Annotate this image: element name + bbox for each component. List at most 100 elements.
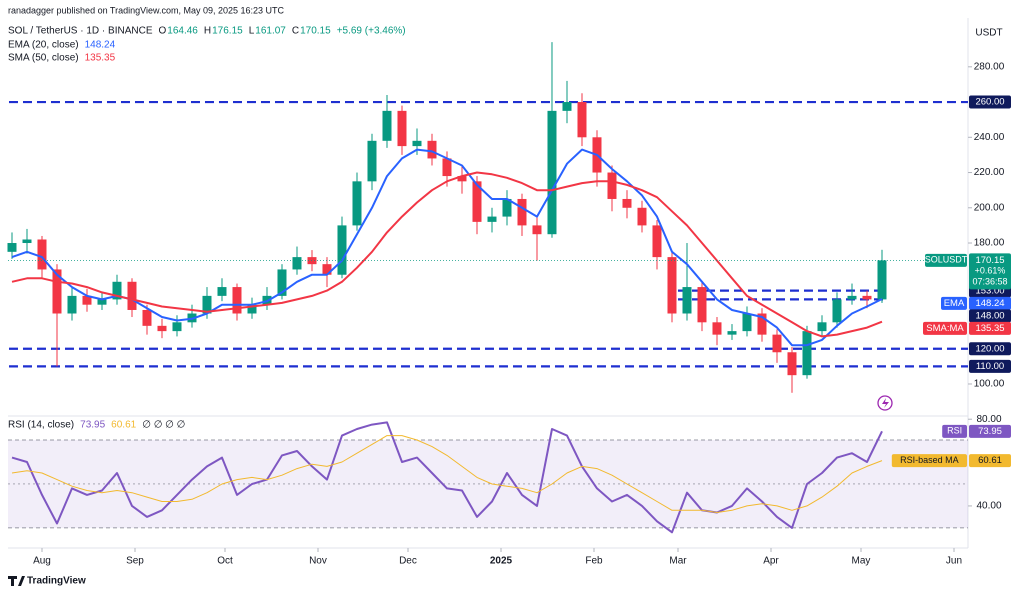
x-tick-label: 2025 [490, 556, 513, 567]
candle-body [712, 322, 722, 335]
countdown: 07:36:58 [972, 277, 1007, 287]
x-tick-label: Sep [126, 556, 144, 567]
candle-body [37, 239, 47, 270]
candle-body [532, 225, 542, 235]
x-tick-label: Dec [399, 556, 417, 567]
candle-body [292, 257, 302, 270]
rsi-name-label: RSI-based MA [900, 455, 959, 465]
candle-body [832, 299, 842, 323]
series-tag [941, 296, 967, 310]
candle-body [382, 110, 392, 141]
candle-body [217, 287, 227, 296]
symbol-tag-label: SOLUSDT [925, 255, 968, 265]
candle-body [142, 309, 152, 326]
candle-body [97, 299, 107, 305]
rsi-value: 60.61 [111, 420, 136, 431]
quote-value: 176.15 [212, 26, 243, 37]
price-tag-label: 148.24 [975, 298, 1004, 309]
overlay-line [11, 171, 883, 338]
candle-body [7, 243, 17, 252]
price-tag [969, 321, 1011, 335]
candle-body [412, 140, 422, 147]
price-tag [969, 95, 1011, 109]
candle-body [487, 216, 497, 222]
rsi-line [11, 435, 883, 513]
axis-unit: USDT [975, 28, 1002, 39]
indicator-name: EMA (20, close) [8, 40, 79, 51]
candle-body [682, 287, 692, 314]
candle-body [757, 313, 767, 335]
price-tag-label: 120.00 [975, 343, 1004, 354]
candle-body [127, 281, 137, 310]
publish-note: ranadagger published on TradingView.com,… [8, 5, 285, 15]
price-tag [969, 296, 1011, 310]
candle-body [847, 295, 857, 300]
x-tick-label: Aug [33, 556, 51, 567]
quote-label: C [292, 26, 299, 37]
candle-body [667, 257, 677, 314]
quote-label: H [204, 26, 211, 37]
candle-body [772, 334, 782, 353]
rsi-tag [969, 424, 1011, 438]
x-tick-label: Oct [217, 556, 233, 567]
rsi-tag-label: 73.95 [978, 426, 1002, 437]
candle-body [427, 140, 437, 159]
rsi-placeholders: ∅ ∅ ∅ ∅ [142, 420, 185, 431]
candle-body [727, 331, 737, 335]
candle-body [472, 181, 482, 222]
candle-body [457, 176, 467, 182]
price-tag-label: 153.00 [975, 285, 1004, 296]
symbol-tag [925, 253, 967, 267]
y-tick-label: 80.00 [976, 414, 1001, 425]
x-tick-label: Nov [309, 556, 327, 567]
indicator-value: 148.24 [85, 40, 116, 51]
candle-body [202, 295, 212, 314]
brand-logo [8, 576, 25, 586]
last-price: 170.15 [975, 255, 1004, 266]
price-tag-label: 110.00 [976, 361, 1004, 372]
candle-body [232, 287, 242, 314]
symbol: SOL / TetherUS · 1D · BINANCE [8, 26, 153, 37]
candle-body [577, 102, 587, 138]
x-tick-label: May [852, 556, 871, 567]
y-tick-label: 100.00 [974, 379, 1005, 390]
candle-body [802, 331, 812, 376]
x-tick-label: Feb [585, 556, 603, 567]
overlay-line [11, 148, 883, 347]
candle-body [82, 295, 92, 305]
candle-body [397, 110, 407, 147]
candle-body [247, 304, 257, 314]
candle-body [547, 110, 557, 235]
last-change: +0.61% [975, 266, 1006, 276]
y-tick-label: 240.00 [974, 132, 1005, 143]
rsi-tag [969, 454, 1011, 468]
series-tag-label: SMA:MA [926, 323, 964, 334]
candle-body [697, 287, 707, 323]
indicator-name: SMA (50, close) [8, 53, 79, 64]
candle-body [352, 181, 362, 226]
y-tick-label: 220.00 [974, 167, 1005, 178]
candle-body [877, 260, 887, 300]
rsi-tag-label: 60.61 [978, 455, 1002, 466]
price-tag [969, 309, 1011, 323]
price-tag-label: 260.00 [975, 97, 1004, 108]
candle-body [862, 295, 872, 300]
candle-body [172, 322, 182, 332]
rsi-name-label: RSI [947, 426, 962, 436]
y-tick-label: 280.00 [974, 61, 1005, 72]
rsi-value: 73.95 [80, 420, 105, 431]
candle-body [637, 207, 647, 226]
x-tick-label: Jun [946, 556, 962, 567]
candle-body [112, 281, 122, 300]
candle-body [742, 313, 752, 332]
quote-value: 164.46 [167, 26, 198, 37]
rsi-name-tag [891, 454, 967, 468]
quote-label: L [249, 26, 255, 37]
price-tag [969, 342, 1011, 356]
quote-label: O [159, 26, 167, 37]
candle-body [157, 325, 167, 332]
candle-body [22, 239, 32, 244]
last-price-box [969, 253, 1011, 290]
candle-body [607, 172, 617, 199]
quote-value: 161.07 [255, 26, 286, 37]
